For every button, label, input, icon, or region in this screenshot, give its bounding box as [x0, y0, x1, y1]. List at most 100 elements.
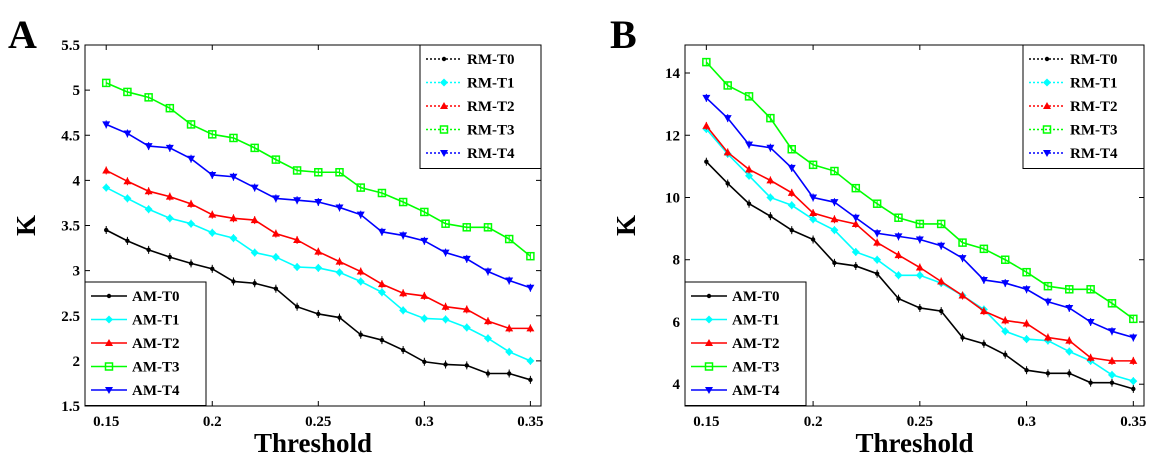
legend-marker: [105, 387, 113, 394]
data-point: [462, 323, 471, 332]
data-point: [292, 166, 302, 175]
data-point: [231, 279, 236, 284]
y-tick-label: 4: [673, 377, 681, 393]
data-point: [725, 181, 730, 186]
x-axis-title: Threshold: [254, 428, 372, 458]
data-point: [102, 121, 111, 129]
series-am-t2: [102, 166, 535, 333]
data-point: [1129, 314, 1138, 324]
series-am-t2: [702, 121, 1138, 365]
data-point: [271, 253, 280, 262]
data-point: [746, 201, 752, 206]
data-point: [915, 236, 924, 244]
y-axis-title: K: [11, 215, 41, 236]
data-point: [810, 237, 816, 242]
data-point: [1129, 356, 1138, 364]
legend-marker: [705, 315, 713, 324]
legend-label: AM-T2: [132, 336, 180, 352]
data-point: [1109, 380, 1115, 385]
data-point: [702, 94, 711, 102]
data-point: [1022, 286, 1031, 294]
data-point: [483, 317, 492, 325]
data-point: [704, 159, 709, 164]
data-point: [186, 120, 196, 129]
data-point: [356, 183, 365, 192]
data-point: [420, 291, 429, 299]
data-point: [379, 337, 385, 343]
data-point: [271, 229, 280, 237]
data-point: [1001, 316, 1010, 324]
data-point: [1131, 386, 1136, 392]
data-point: [271, 155, 281, 164]
x-tick-label: 0.2: [804, 414, 823, 430]
data-point: [102, 166, 111, 174]
legend-label: AM-T4: [732, 383, 780, 399]
data-point: [1065, 304, 1074, 312]
data-point: [787, 201, 796, 210]
data-point: [377, 280, 386, 288]
data-point: [273, 286, 279, 291]
data-point: [422, 359, 427, 364]
data-point: [462, 305, 471, 313]
data-point: [874, 271, 880, 276]
data-point: [915, 263, 924, 271]
legend-box: [419, 44, 542, 169]
y-tick-label: 2: [73, 354, 81, 370]
data-point: [1088, 380, 1093, 385]
data-point: [123, 177, 132, 185]
data-point: [526, 324, 535, 332]
series-am-t3: [702, 57, 1138, 324]
data-point: [483, 334, 492, 343]
data-point: [787, 164, 796, 172]
y-tick-label: 4: [73, 173, 81, 189]
data-point: [337, 315, 342, 320]
data-point: [208, 210, 217, 218]
legend-marker: [439, 125, 449, 134]
series-am-t3: [101, 78, 535, 261]
legend-label: AM-T0: [132, 289, 180, 305]
data-point: [917, 305, 923, 311]
data-point: [1086, 318, 1095, 326]
data-point: [958, 255, 967, 263]
data-point: [526, 356, 535, 365]
data-point: [853, 263, 858, 269]
data-point: [1043, 333, 1052, 341]
data-point: [937, 277, 946, 285]
data-point: [1045, 371, 1051, 376]
legend-marker: [440, 150, 448, 157]
data-point: [377, 188, 387, 198]
data-point: [1065, 347, 1074, 356]
data-point: [144, 205, 153, 214]
data-point: [1043, 281, 1053, 291]
data-point: [894, 233, 903, 241]
legend-label: AM-T4: [132, 383, 180, 399]
y-tick-label: 5: [73, 83, 81, 99]
data-point: [744, 92, 754, 101]
data-point: [485, 371, 491, 376]
data-point: [768, 213, 773, 219]
legend-marker: [106, 293, 112, 299]
data-point: [123, 130, 132, 138]
legend-label: RM-T3: [467, 123, 515, 139]
data-point: [314, 247, 323, 255]
data-point: [1043, 298, 1052, 306]
data-point: [809, 209, 818, 217]
data-point: [144, 143, 153, 151]
data-point: [441, 249, 450, 257]
y-tick-label: 5.5: [61, 38, 80, 54]
data-point: [1001, 280, 1010, 288]
data-point: [229, 234, 238, 243]
data-point: [210, 266, 215, 272]
data-point: [144, 187, 153, 195]
data-point: [399, 232, 408, 240]
data-point: [938, 308, 944, 314]
data-point: [979, 244, 989, 254]
data-point: [464, 363, 469, 368]
data-point: [229, 133, 238, 143]
legend-marker: [705, 387, 713, 394]
data-point: [294, 304, 300, 309]
data-point: [358, 332, 363, 337]
legend-upper: RM-T0 RM-T1 RM-T2 RM-T3 RM-T4: [419, 44, 542, 169]
legend-marker: [1043, 78, 1051, 87]
data-point: [441, 219, 450, 228]
